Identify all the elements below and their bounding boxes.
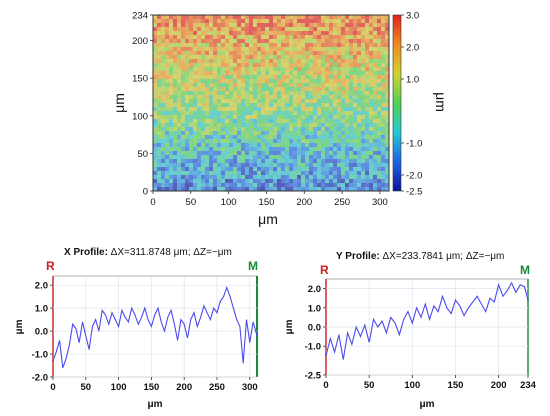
y-tick-label: -1.0: [305, 342, 321, 353]
x-tick-label: 100: [404, 380, 420, 391]
y-tick-label: -2.5: [305, 371, 322, 382]
x-profile-x-ticks: 0 50 100 150 200 250 300: [50, 377, 258, 393]
y-tick-label: 2.0: [308, 284, 321, 295]
colorbar-tick-label: -1.0: [406, 139, 422, 150]
y-profile-title: Y Profile: ΔX=233.7841 μm; ΔZ=−μm: [336, 251, 504, 262]
x-tick-label: 0: [50, 382, 55, 393]
heatmap-y-tick-label: 200: [132, 36, 148, 47]
colorbar-tick-label: 2.0: [406, 43, 419, 54]
heatmap-x-tick-label: 200: [296, 197, 312, 208]
y-profile-x-ticks: 0 50 100 150 200 234: [323, 375, 537, 391]
colorbar-label: μm: [433, 92, 449, 112]
x-profile-y-ticks: 2.0 1.0 0.0 -1.0 -2.0: [32, 281, 53, 384]
heatmap-y-tick-label: 150: [132, 74, 148, 85]
y-tick-label: 0.0: [308, 323, 321, 334]
y-tick-label: -2.0: [32, 373, 48, 384]
x-tick-label: 200: [491, 380, 507, 391]
x-tick-label: 50: [364, 380, 375, 391]
heatmap-texture: [153, 15, 389, 191]
heatmap-x-tick-label: 250: [334, 197, 350, 208]
heatmap-x-tick-label: 100: [221, 197, 237, 208]
y-profile-x-axis-label: μm: [419, 399, 434, 410]
x-tick-label: 250: [209, 382, 225, 393]
heatmap-y-tick-label: 234: [132, 11, 148, 22]
heatmap-frame: [152, 14, 390, 192]
x-profile-marker-right: M: [248, 259, 258, 273]
y-profile-series-line: [325, 281, 529, 360]
y-tick-label: -1.0: [32, 350, 48, 361]
x-profile-panel: X Profile: ΔX=311.8748 μm; ΔZ=−μm R M 2.…: [14, 247, 258, 410]
heatmap-y-tick-label: 0: [143, 187, 148, 198]
x-tick-label: 150: [143, 382, 159, 393]
colorbar: 3.0 2.0 1.0 -1.0 -2.0 -2.5 μm: [392, 11, 449, 198]
x-profile-title-bold: X Profile:: [64, 247, 108, 258]
heatmap-x-ticks: 0 50 100 150 200 250 300: [150, 191, 388, 208]
y-tick-label: 1.0: [308, 303, 321, 314]
y-profile-y-ticks: 2.0 1.0 0.0 -1.0 -2.5: [305, 284, 326, 382]
y-profile-marker-right: M: [520, 263, 530, 277]
x-profile-title: X Profile: ΔX=311.8748 μm; ΔZ=−μm: [64, 247, 232, 258]
heatmap-panel: 0 50 100 150 200 234 0 50 100 150 200 250 300 μm μm…: [111, 11, 449, 228]
y-profile-title-rest: ΔX=233.7841 μm; ΔZ=−μm: [380, 251, 505, 262]
colorbar-ticks: 3.0 2.0 1.0 -1.0 -2.0 -2.5: [401, 11, 422, 198]
colorbar-tick-label: -2.5: [406, 187, 422, 198]
y-profile-y-axis-label: μm: [284, 319, 295, 334]
heatmap-y-tick-label: 50: [137, 149, 148, 160]
y-profile-panel: Y Profile: ΔX=233.7841 μm; ΔZ=−μm R M 2.…: [284, 251, 537, 410]
x-profile-series-line: [52, 285, 258, 368]
heatmap-y-ticks: 0 50 100 150 200 234: [132, 11, 153, 198]
heatmap-x-tick-label: 0: [150, 197, 155, 208]
heatmap-image: [152, 14, 390, 192]
x-profile-title-rest: ΔX=311.8748 μm; ΔZ=−μm: [108, 247, 232, 258]
colorbar-tick-label: 1.0: [406, 75, 419, 86]
heatmap-y-tick-label: 100: [132, 111, 148, 122]
colorbar-gradient: [392, 14, 402, 192]
heatmap-x-tick-label: 50: [186, 197, 197, 208]
y-profile-title-bold: Y Profile:: [336, 251, 380, 262]
colorbar-tick-label: 3.0: [406, 11, 419, 22]
y-tick-label: 1.0: [35, 304, 48, 315]
heatmap-y-axis-label: μm: [111, 93, 127, 113]
colorbar-tick-label: -2.0: [406, 171, 422, 182]
y-profile-marker-left: R: [320, 263, 329, 277]
x-tick-label: 150: [448, 380, 464, 391]
x-tick-label: 50: [81, 382, 92, 393]
y-tick-label: 0.0: [35, 327, 48, 338]
heatmap-x-axis-label: μm: [258, 211, 278, 227]
x-profile-x-axis-label: μm: [147, 399, 162, 410]
x-tick-label: 100: [111, 382, 127, 393]
x-profile-marker-left: R: [46, 259, 55, 273]
heatmap-x-tick-label: 150: [259, 197, 275, 208]
x-tick-label: 200: [176, 382, 192, 393]
x-tick-label: 234: [520, 380, 537, 391]
x-profile-y-axis-label: μm: [14, 319, 25, 334]
x-tick-label: 300: [242, 382, 258, 393]
y-tick-label: 2.0: [35, 281, 48, 292]
heatmap-x-tick-label: 300: [372, 197, 388, 208]
x-tick-label: 0: [323, 380, 328, 391]
